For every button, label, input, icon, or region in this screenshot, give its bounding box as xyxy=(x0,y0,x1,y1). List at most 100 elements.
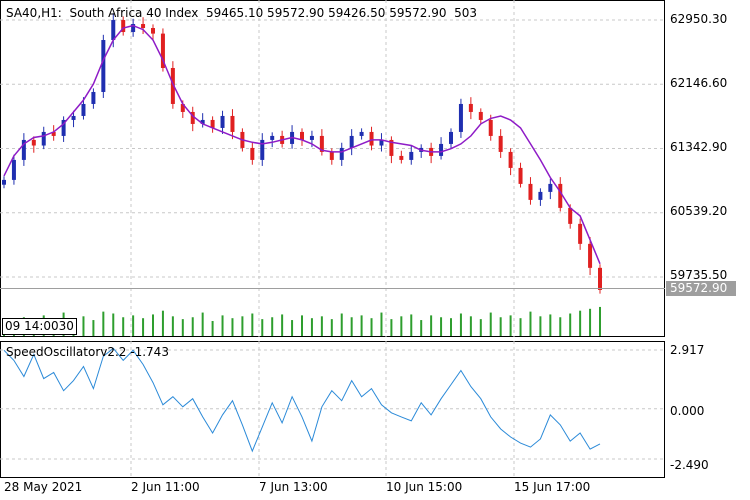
time-tick-5: 15 Jun 17:00 xyxy=(514,480,591,494)
candle-body xyxy=(319,135,324,152)
time-marker-trailing: 30 xyxy=(58,319,74,333)
volume-bar xyxy=(410,314,413,336)
volume-bar xyxy=(579,310,582,336)
volume-bar xyxy=(301,315,303,336)
symbol-label: SA40,H1: xyxy=(6,6,62,20)
volume-bar xyxy=(201,312,204,336)
volume-bar xyxy=(509,315,512,336)
volume-bar xyxy=(112,313,115,336)
oscillator-panel[interactable] xyxy=(0,341,665,478)
time-tick-3: 7 Jun 13:00 xyxy=(259,480,328,494)
volume-bar xyxy=(400,316,403,336)
price-tick-4: 60539.20 xyxy=(670,204,728,218)
candle-body xyxy=(588,243,593,268)
candle-body xyxy=(369,131,374,146)
candle-body xyxy=(180,103,185,112)
volume-bar xyxy=(82,316,85,336)
volume-bar xyxy=(102,311,105,336)
chart-header: SA40,H1: South Africa 40 Index 59465.10 … xyxy=(6,6,477,20)
price-tick-2: 62146.60 xyxy=(670,76,728,90)
candle-body xyxy=(41,131,46,146)
candle-body xyxy=(458,103,463,132)
candle-body xyxy=(300,131,304,140)
ohlc-values: 59465.10 59572.90 59426.50 59572.90 xyxy=(205,6,447,20)
volume-bar xyxy=(122,317,125,336)
volume-bar xyxy=(440,317,443,336)
candle-body xyxy=(379,139,384,146)
candle-body xyxy=(71,115,76,120)
candle-body xyxy=(61,119,66,136)
price-tick-1: 62950.30 xyxy=(670,12,728,26)
volume-bar xyxy=(271,317,274,336)
candle-body xyxy=(478,111,483,120)
candle-body xyxy=(131,24,136,33)
candle-body xyxy=(339,147,344,160)
candle-body xyxy=(329,151,334,160)
candle-body xyxy=(11,159,16,180)
price-chart-frame xyxy=(0,0,665,337)
volume-bar xyxy=(589,308,592,336)
oscillator-header: SpeedOscillatorv2.2 -1.743 xyxy=(6,345,169,359)
candle-body xyxy=(91,91,96,104)
candle-body xyxy=(190,111,195,124)
volume-bar xyxy=(529,311,532,336)
time-tick-1: 28 May 2021 xyxy=(4,480,83,494)
candle-body xyxy=(349,135,354,148)
candle-body xyxy=(568,207,573,224)
candle-body xyxy=(121,20,126,33)
volume-bar xyxy=(231,318,234,336)
candle-body xyxy=(230,115,235,132)
candle-body xyxy=(260,139,265,160)
candle-body xyxy=(270,135,275,140)
candle-body xyxy=(578,223,583,244)
candle-body xyxy=(51,131,56,136)
price-chart[interactable] xyxy=(0,0,665,337)
candle-body xyxy=(468,103,473,112)
osc-tick-1: 2.917 xyxy=(670,343,705,357)
volume-value: 503 xyxy=(454,6,478,20)
volume-bar xyxy=(291,320,294,336)
price-tick-3: 61342.90 xyxy=(670,140,728,154)
volume-bar xyxy=(479,319,482,336)
candle-body xyxy=(488,119,493,136)
time-tick-4: 10 Jun 15:00 xyxy=(386,480,463,494)
volume-bar xyxy=(599,306,601,336)
candle-body xyxy=(170,67,175,104)
volume-bar xyxy=(380,312,383,336)
candle-body xyxy=(81,103,86,116)
volume-bar xyxy=(559,317,562,336)
volume-bar xyxy=(181,319,184,336)
candle-body xyxy=(309,135,314,140)
candle-body xyxy=(439,143,444,156)
volume-bar xyxy=(549,314,552,336)
current-price-badge: 59572.90 xyxy=(666,281,736,296)
candle-body xyxy=(111,20,116,41)
volume-bar xyxy=(469,316,472,336)
volume-bar xyxy=(132,315,135,336)
candle-body xyxy=(21,139,26,160)
oscillator-value: -1.743 xyxy=(130,345,169,359)
candle-body xyxy=(151,28,155,34)
volume-bar xyxy=(519,318,522,336)
candle-body xyxy=(449,131,453,144)
volume-bar xyxy=(320,316,323,336)
volume-bar xyxy=(211,321,214,336)
volume-bar xyxy=(390,319,393,336)
oscillator-title: SpeedOscillatorv2.2 xyxy=(6,345,127,359)
candle-body xyxy=(399,155,404,160)
volume-bar xyxy=(241,316,244,336)
symbol-description: South Africa 40 Index xyxy=(69,6,199,20)
candle-body xyxy=(359,131,364,136)
candle-body xyxy=(498,135,503,152)
volume-bar xyxy=(142,318,145,336)
candle-body xyxy=(101,40,106,92)
osc-tick-3: -2.490 xyxy=(670,458,709,472)
volume-bar xyxy=(251,313,254,336)
candle-body xyxy=(518,167,523,184)
candle-body xyxy=(538,191,543,200)
volume-bar xyxy=(489,312,492,336)
volume-bar xyxy=(340,313,343,336)
candle-body xyxy=(141,24,146,29)
volume-bar xyxy=(370,318,373,336)
time-tick-2: 2 Jun 11:00 xyxy=(131,480,200,494)
